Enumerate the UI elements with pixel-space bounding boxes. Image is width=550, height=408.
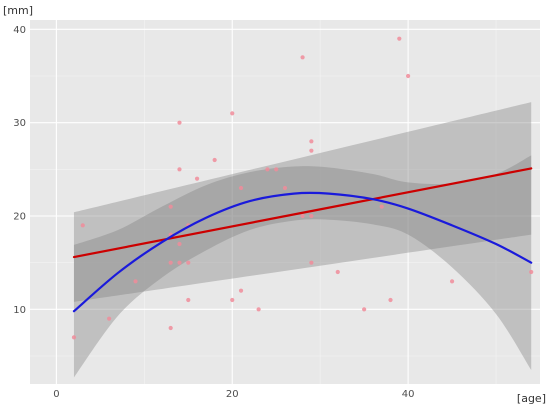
y-tick-label: 30 [13, 118, 26, 129]
axis-ticks: 0 20 40 10 20 30 40 [13, 25, 414, 400]
data-point [186, 297, 191, 303]
data-point [449, 279, 455, 284]
data-point [230, 297, 235, 303]
quadratic-fit-line [72, 191, 533, 313]
data-point [186, 260, 191, 265]
data-point [529, 269, 534, 275]
data-point [168, 204, 173, 209]
data-point [177, 260, 182, 265]
x-tick-label: 0 [53, 389, 59, 400]
y-tick-label: 20 [13, 212, 26, 223]
data-point [256, 307, 261, 312]
data-point [300, 55, 305, 60]
fit-lines [72, 167, 533, 313]
data-point [335, 269, 340, 275]
data-point [177, 120, 182, 125]
data-point [238, 288, 244, 293]
data-point [362, 307, 367, 312]
y-axis-label: [mm] [3, 4, 33, 17]
data-point [406, 73, 411, 79]
data-point [238, 185, 244, 191]
data-point [80, 223, 85, 228]
data-point [300, 213, 305, 219]
data-point [194, 176, 200, 181]
plot-panel [30, 20, 540, 384]
data-point [177, 167, 182, 172]
data-point [177, 241, 182, 247]
data-point [282, 185, 288, 191]
y-tick-label: 10 [13, 305, 26, 316]
data-point [265, 167, 270, 172]
x-tick-label: 40 [402, 389, 415, 400]
linear-fit-line [72, 167, 533, 259]
x-tick-label: 20 [226, 389, 239, 400]
data-point [379, 204, 384, 209]
data-point [107, 316, 112, 321]
data-point [71, 335, 77, 340]
data-point [309, 148, 314, 153]
data-point [309, 213, 314, 219]
data-point [274, 167, 279, 172]
data-point [133, 279, 138, 284]
data-point [309, 139, 314, 144]
data-points [71, 36, 534, 340]
data-point [230, 111, 235, 116]
data-point [212, 157, 217, 163]
linear-confidence-band [73, 102, 532, 302]
data-point [168, 260, 173, 265]
data-point [309, 260, 314, 265]
data-point [388, 297, 393, 303]
data-point [168, 325, 173, 331]
y-tick-label: 40 [13, 25, 26, 36]
x-axis-label: [age] [517, 392, 546, 405]
data-point [397, 36, 402, 41]
grid [30, 20, 540, 384]
